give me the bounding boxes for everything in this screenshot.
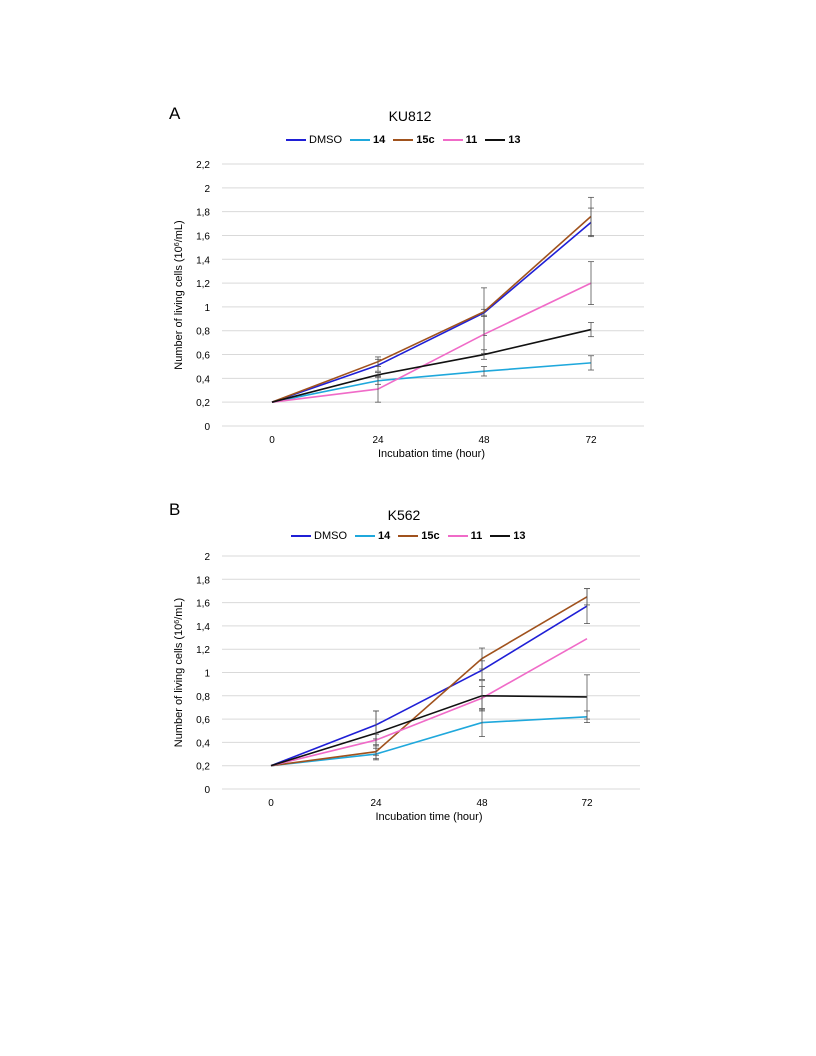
- y-tick-label: 0,2: [196, 398, 210, 409]
- legend-item-15c: 15c: [393, 134, 435, 146]
- error-bar: [481, 349, 487, 360]
- y-tick-label: 0,6: [196, 715, 210, 726]
- series-line-15c: [270, 596, 588, 767]
- y-tick-label: 0,8: [196, 327, 210, 338]
- error-bar: [584, 674, 590, 720]
- y-tick-label: 2: [204, 552, 210, 563]
- legend-item-13: 13: [490, 530, 526, 542]
- panel-label: A: [169, 104, 181, 123]
- legend-label: 14: [373, 134, 386, 146]
- y-tick-label: 1: [204, 669, 210, 680]
- y-tick-label: 1,4: [196, 255, 210, 266]
- legend-swatch: [393, 139, 414, 141]
- y-tick-label: 1,8: [196, 208, 210, 219]
- y-tick-label: 1,6: [196, 231, 210, 242]
- legend-label: DMSO: [314, 530, 347, 542]
- y-tick-label: 0,6: [196, 351, 210, 362]
- error-bar: [588, 321, 594, 338]
- legend-item-11: 11: [442, 134, 478, 146]
- legend-swatch: [490, 535, 511, 537]
- error-bar: [588, 355, 594, 371]
- y-tick-label: 1,8: [196, 575, 210, 586]
- y-tick-label: 0,4: [196, 738, 210, 749]
- legend-swatch: [286, 139, 306, 141]
- y-tick-label: 0: [204, 785, 210, 796]
- y-tick-label: 2,2: [196, 160, 210, 171]
- y-tick-label: 1: [204, 303, 210, 314]
- x-tick-label: 0: [268, 798, 274, 809]
- legend-label: DMSO: [309, 134, 342, 146]
- legend-label: 14: [378, 530, 391, 542]
- legend-item-11: 11: [447, 530, 483, 542]
- y-axis-label: Number of living cells (106/mL): [173, 598, 185, 747]
- legend: DMSO 14 15c 11 13: [286, 134, 529, 146]
- legend-label: 11: [465, 134, 478, 146]
- y-tick-label: 0,8: [196, 692, 210, 703]
- legend: DMSO 14 15c 11 13: [291, 530, 534, 542]
- x-tick-label: 48: [476, 798, 488, 809]
- series-line-11: [271, 282, 592, 403]
- y-tick-label: 0,4: [196, 374, 210, 385]
- series-line-13: [271, 328, 592, 403]
- legend-swatch: [291, 535, 311, 537]
- panel-label: B: [169, 500, 181, 519]
- error-bar: [588, 196, 594, 236]
- x-tick-label: 0: [269, 435, 275, 446]
- legend-swatch: [398, 535, 419, 537]
- y-tick-label: 0: [204, 422, 210, 433]
- error-bar: [588, 261, 594, 305]
- chart-title: KU812: [388, 108, 432, 124]
- error-bar: [479, 680, 485, 712]
- legend-item-14: 14: [350, 134, 385, 146]
- error-bar: [481, 366, 487, 377]
- legend-item-15c: 15c: [398, 530, 440, 542]
- legend-label: 15c: [416, 134, 435, 146]
- series-line-DMSO: [270, 605, 588, 767]
- legend-label: 13: [508, 134, 521, 146]
- legend-label: 15c: [421, 530, 440, 542]
- legend-label: 11: [470, 530, 483, 542]
- series-line-DMSO: [271, 221, 592, 403]
- error-bar: [375, 356, 381, 367]
- x-tick-label: 24: [370, 798, 382, 809]
- x-axis-label: Incubation time (hour): [378, 448, 485, 460]
- y-tick-label: 2: [204, 184, 210, 195]
- legend-swatch: [447, 535, 468, 537]
- x-tick-label: 72: [585, 435, 597, 446]
- legend-item-DMSO: DMSO: [291, 530, 347, 542]
- legend-swatch: [442, 139, 463, 141]
- error-bar: [479, 647, 485, 670]
- x-tick-label: 48: [478, 435, 490, 446]
- series-line-13: [270, 694, 588, 767]
- legend-swatch: [355, 535, 375, 537]
- legend-item-13: 13: [485, 134, 521, 146]
- chart-title: K562: [387, 507, 421, 523]
- x-tick-label: 24: [372, 435, 384, 446]
- y-tick-label: 1,2: [196, 645, 210, 656]
- series-line-14: [270, 715, 588, 767]
- x-tick-label: 72: [581, 798, 593, 809]
- y-tick-label: 1,4: [196, 622, 210, 633]
- y-axis-label: Number of living cells (106/mL): [173, 220, 185, 369]
- x-axis-label: Incubation time (hour): [376, 811, 483, 823]
- error-bar: [373, 710, 379, 756]
- error-bar: [375, 372, 381, 378]
- legend-item-DMSO: DMSO: [286, 134, 342, 146]
- legend-swatch: [350, 139, 370, 141]
- legend-label: 13: [513, 530, 526, 542]
- series-line-11: [270, 638, 588, 767]
- series-line-14: [271, 362, 592, 403]
- y-tick-label: 1,6: [196, 599, 210, 610]
- series-line-15c: [271, 215, 592, 403]
- y-tick-label: 0,2: [196, 762, 210, 773]
- error-bar: [584, 588, 590, 606]
- y-tick-label: 1,2: [196, 279, 210, 290]
- legend-swatch: [485, 139, 506, 141]
- legend-item-14: 14: [355, 530, 390, 542]
